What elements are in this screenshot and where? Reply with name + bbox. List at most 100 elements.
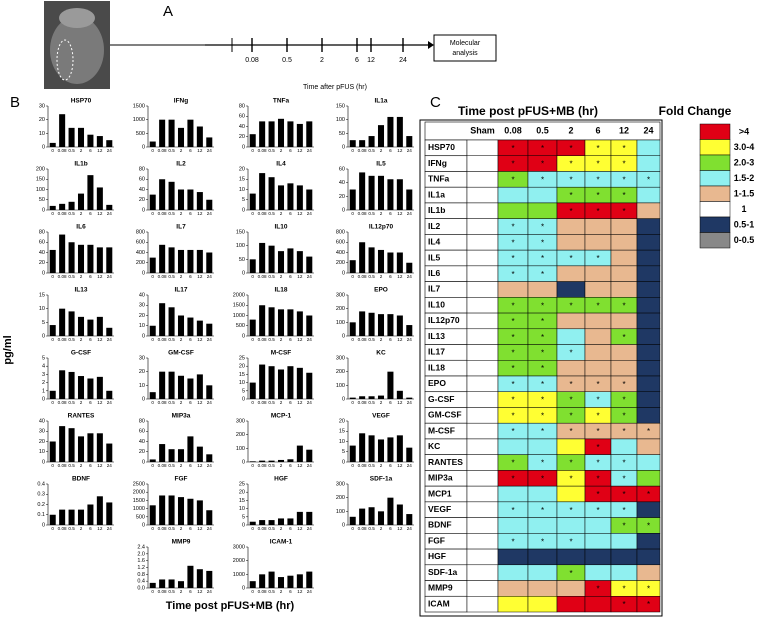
row-name: IL7 xyxy=(428,284,441,294)
legend-label: 2.0-3 xyxy=(734,157,755,167)
brain-top xyxy=(59,8,95,28)
legend-label: 0-0.5 xyxy=(734,235,755,245)
bar xyxy=(259,242,266,273)
x-tick-label: 6 xyxy=(289,148,292,153)
y-tick-label: 30 xyxy=(139,303,145,309)
y-tick-label: 20 xyxy=(239,134,245,140)
x-tick-label: 24 xyxy=(407,463,413,468)
significance-mark: * xyxy=(511,333,514,342)
x-tick-label: 2 xyxy=(80,148,83,153)
chart-title: EPO xyxy=(374,287,388,294)
bar xyxy=(306,449,313,462)
y-tick-label: 3 xyxy=(42,372,45,378)
y-tick-label: 0 xyxy=(42,333,45,339)
significance-mark: * xyxy=(622,191,625,200)
x-tick-label: 2 xyxy=(180,463,183,468)
y-tick-label: 0 xyxy=(242,396,245,402)
heatmap-cell xyxy=(636,312,661,330)
significance-mark: * xyxy=(622,396,625,405)
significance-mark: * xyxy=(569,191,572,200)
y-tick-label: 500 xyxy=(136,514,145,520)
bar xyxy=(106,502,113,525)
bar xyxy=(296,367,303,399)
x-tick-label: 12 xyxy=(197,274,203,279)
x-tick-label: 24 xyxy=(407,274,413,279)
heatmap-cell xyxy=(636,564,661,581)
x-tick-label: 24 xyxy=(407,148,413,153)
x-tick-label: 24 xyxy=(207,400,213,405)
x-tick-label: 12 xyxy=(197,526,203,531)
y-tick-label: 30 xyxy=(39,103,45,109)
heatmap-cell xyxy=(636,297,661,314)
x-tick-label: 12 xyxy=(97,463,103,468)
bar xyxy=(396,179,403,210)
bar xyxy=(149,194,156,210)
heatmap-cell xyxy=(636,533,661,550)
bar xyxy=(396,116,403,147)
timeline-tick-label: 2 xyxy=(320,57,324,64)
heatmap-cell xyxy=(556,596,586,613)
bar xyxy=(306,511,313,525)
bar xyxy=(187,317,194,336)
chart-title: IL12p70 xyxy=(369,224,394,231)
chart-title: G-CSF xyxy=(71,350,91,357)
bar xyxy=(249,521,256,525)
y-tick-label: 10 xyxy=(239,506,245,512)
y-tick-label: 200 xyxy=(336,495,345,501)
x-tick-label: 24 xyxy=(107,148,113,153)
significance-mark: * xyxy=(541,270,544,279)
bar xyxy=(277,518,285,525)
x-tick-label: 12 xyxy=(197,211,203,216)
y-tick-label: 20 xyxy=(239,364,245,370)
y-tick-label: 1000 xyxy=(233,313,245,319)
y-tick-label: 0 xyxy=(142,459,145,465)
x-tick-label: 12 xyxy=(397,148,403,153)
x-tick-label: 0 xyxy=(251,589,254,594)
y-tick-label: 3000 xyxy=(233,544,245,550)
significance-mark: * xyxy=(647,600,650,609)
bar xyxy=(287,366,294,399)
x-tick-label: 2 xyxy=(380,400,383,405)
y-tick-label: 200 xyxy=(336,369,345,375)
y-tick-label: 20 xyxy=(39,439,45,445)
bar xyxy=(406,136,413,147)
bar xyxy=(196,126,203,147)
bar xyxy=(206,323,213,336)
bar xyxy=(49,325,56,336)
y-tick-label: 800 xyxy=(336,229,345,235)
heatmap-cell xyxy=(527,596,558,613)
bar xyxy=(306,571,313,588)
x-tick-label: 12 xyxy=(397,400,403,405)
bar xyxy=(277,369,285,399)
bar xyxy=(68,428,75,462)
x-tick-label: 6 xyxy=(289,211,292,216)
bar xyxy=(177,449,185,462)
bar xyxy=(387,116,394,147)
x-tick-label: 6 xyxy=(189,526,192,531)
bar xyxy=(149,392,156,399)
bar xyxy=(296,185,303,210)
significance-mark: * xyxy=(596,301,599,310)
y-tick-label: 50 xyxy=(239,257,245,263)
y-tick-label: 10 xyxy=(39,131,45,137)
bar xyxy=(177,249,185,273)
x-tick-label: 12 xyxy=(297,148,303,153)
legend-swatch xyxy=(699,185,731,202)
heatmap-cell xyxy=(497,485,529,503)
bar xyxy=(96,187,103,210)
bar xyxy=(59,308,66,336)
bar xyxy=(77,127,85,147)
y-tick-label: 40 xyxy=(239,124,245,130)
panel-label: A xyxy=(163,3,173,20)
bar xyxy=(387,437,394,462)
bar xyxy=(259,305,266,336)
bar xyxy=(368,396,375,399)
x-tick-label: 6 xyxy=(189,274,192,279)
row-name: IL13 xyxy=(428,331,445,341)
significance-mark: * xyxy=(596,396,599,405)
heatmap-cell xyxy=(610,265,638,282)
significance-mark: * xyxy=(511,427,514,436)
x-tick-label: 24 xyxy=(107,400,113,405)
heatmap-cell xyxy=(636,265,661,282)
x-tick-label: 12 xyxy=(297,589,303,594)
